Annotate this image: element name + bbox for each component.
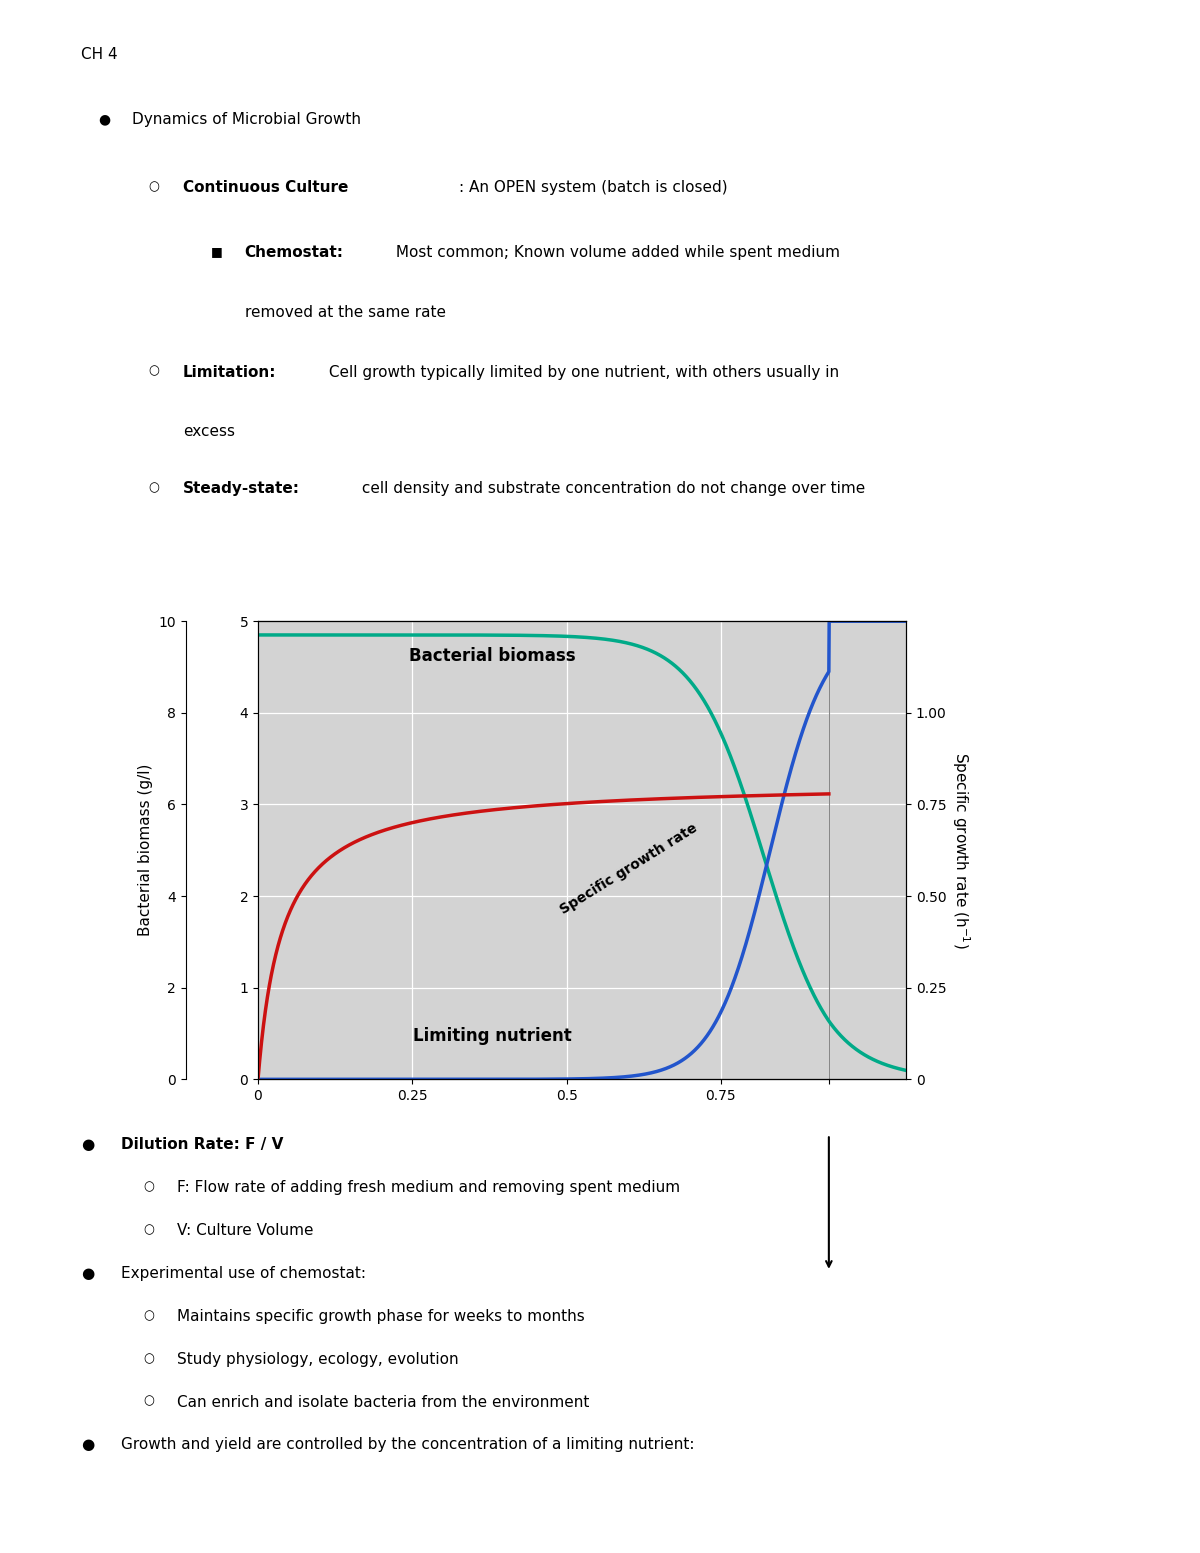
Text: ○: ○ xyxy=(143,1395,154,1407)
Text: ○: ○ xyxy=(149,180,160,193)
Text: ●: ● xyxy=(82,1438,95,1452)
Text: ○: ○ xyxy=(143,1351,154,1365)
Text: removed at the same rate: removed at the same rate xyxy=(245,304,445,320)
Text: Dilution Rate: F / V: Dilution Rate: F / V xyxy=(120,1137,283,1152)
Text: Continuous Culture: Continuous Culture xyxy=(182,180,348,194)
Text: excess: excess xyxy=(182,424,235,439)
Text: ○: ○ xyxy=(149,365,160,377)
Text: Limitation:: Limitation: xyxy=(182,365,276,379)
Text: Dynamics of Microbial Growth: Dynamics of Microbial Growth xyxy=(132,112,361,127)
Text: F: Flow rate of adding fresh medium and removing spent medium: F: Flow rate of adding fresh medium and … xyxy=(178,1180,680,1196)
Text: ○: ○ xyxy=(143,1180,154,1193)
Text: ○: ○ xyxy=(143,1224,154,1236)
Text: : An OPEN system (batch is closed): : An OPEN system (batch is closed) xyxy=(458,180,727,194)
Text: Most common; Known volume added while spent medium: Most common; Known volume added while sp… xyxy=(391,245,840,259)
Text: ○: ○ xyxy=(149,481,160,494)
Text: Experimental use of chemostat:: Experimental use of chemostat: xyxy=(120,1266,366,1281)
Text: ●: ● xyxy=(82,1266,95,1281)
Text: ■: ■ xyxy=(211,245,222,258)
Y-axis label: Bacterial biomass (g/l): Bacterial biomass (g/l) xyxy=(138,764,152,936)
Text: Study physiology, ecology, evolution: Study physiology, ecology, evolution xyxy=(178,1351,458,1367)
Text: Bacterial biomass: Bacterial biomass xyxy=(409,648,576,665)
Text: Can enrich and isolate bacteria from the environment: Can enrich and isolate bacteria from the… xyxy=(178,1395,589,1410)
Text: Cell growth typically limited by one nutrient, with others usually in: Cell growth typically limited by one nut… xyxy=(324,365,839,379)
Text: V: Culture Volume: V: Culture Volume xyxy=(178,1224,313,1238)
Text: ●: ● xyxy=(82,1137,95,1152)
Y-axis label: Specific growth rate (h$^{-1}$): Specific growth rate (h$^{-1}$) xyxy=(949,752,972,949)
Text: ○: ○ xyxy=(143,1309,154,1322)
Text: Growth and yield are controlled by the concentration of a limiting nutrient:: Growth and yield are controlled by the c… xyxy=(120,1438,694,1452)
Text: Maintains specific growth phase for weeks to months: Maintains specific growth phase for week… xyxy=(178,1309,584,1323)
Text: Specific growth rate: Specific growth rate xyxy=(557,820,700,916)
Text: Steady-state:: Steady-state: xyxy=(182,481,300,497)
Text: Limiting nutrient: Limiting nutrient xyxy=(413,1027,572,1045)
Text: Chemostat:: Chemostat: xyxy=(245,245,343,259)
Text: CH 4: CH 4 xyxy=(82,47,118,62)
Text: ●: ● xyxy=(98,112,110,126)
Text: cell density and substrate concentration do not change over time: cell density and substrate concentration… xyxy=(358,481,865,497)
